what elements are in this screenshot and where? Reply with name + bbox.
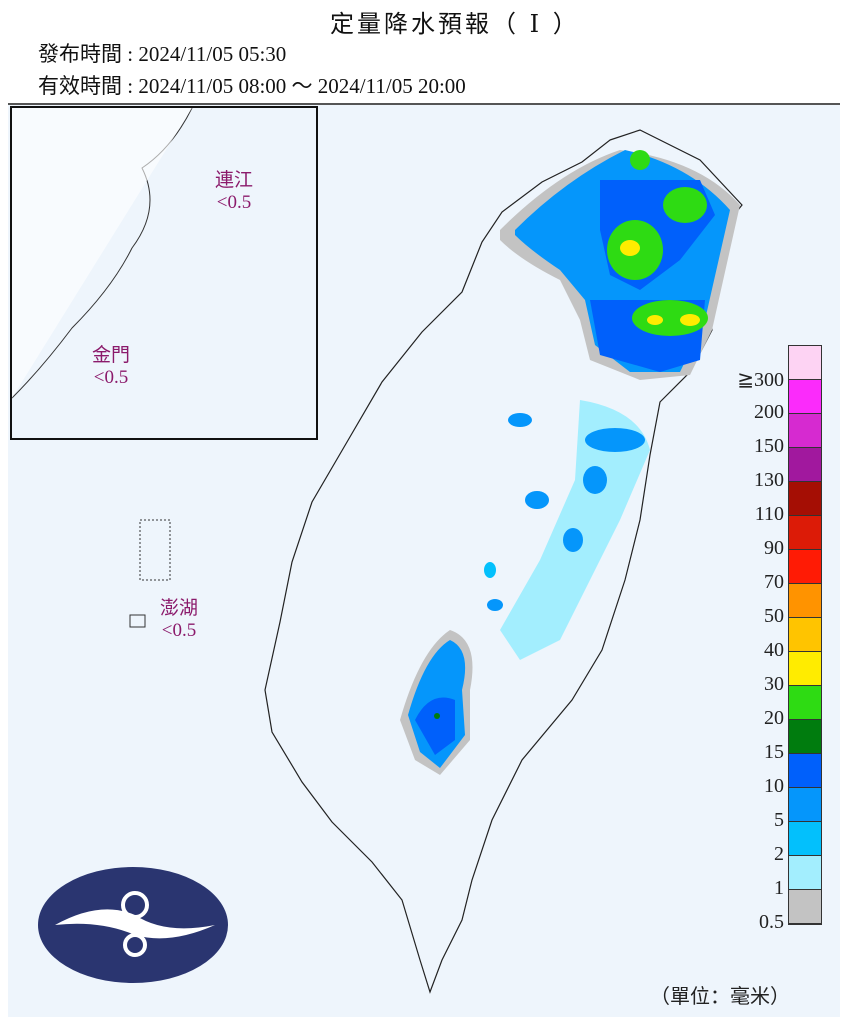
legend-swatch — [789, 380, 821, 414]
legend-swatch — [789, 720, 821, 754]
valid-time: 有效時間 : 2024/11/05 08:00 ～ 2024/11/05 20:… — [38, 74, 466, 98]
legend-swatch — [789, 550, 821, 584]
legend-label: 10 — [764, 775, 784, 797]
legend-label: 110 — [754, 503, 784, 525]
legend-swatch — [789, 788, 821, 822]
rainfall-areas — [400, 150, 740, 775]
legend-label: 15 — [764, 741, 784, 763]
legend-swatch — [789, 618, 821, 652]
legend-swatch — [789, 346, 821, 380]
legend-label: 20 — [764, 707, 784, 729]
legend-label: 130 — [754, 469, 784, 491]
legend-swatch — [789, 652, 821, 686]
unit-label: （單位：毫米） — [650, 984, 790, 1008]
legend-swatch — [789, 584, 821, 618]
penghu-islands — [129, 519, 171, 628]
map-title: 定量降水預報（ I ） — [330, 10, 580, 38]
legend-swatch — [789, 516, 821, 550]
legend-swatch — [789, 414, 821, 448]
region-label-penghu: 澎湖 <0.5 — [160, 598, 199, 641]
legend-label: 40 — [764, 639, 784, 661]
issue-time: 發布時間 : 2024/11/05 05:30 — [38, 42, 287, 66]
legend-swatch — [789, 482, 821, 516]
legend-label: 50 — [764, 605, 784, 627]
legend-label: 0.5 — [759, 911, 784, 933]
legend-label: 1 — [774, 877, 784, 899]
legend-swatch — [789, 448, 821, 482]
cwa-logo — [38, 867, 228, 983]
china-coast-outline — [11, 107, 193, 399]
legend-swatch — [789, 822, 821, 856]
region-label-kinmen: 金門 <0.5 — [92, 345, 131, 388]
legend-swatch — [789, 754, 821, 788]
legend-swatch — [789, 856, 821, 890]
legend-label: ≧300 — [737, 369, 784, 391]
legend-swatch — [789, 890, 821, 924]
region-label-lienchiang: 連江 <0.5 — [215, 170, 254, 213]
legend-label: 2 — [774, 843, 784, 865]
legend-label: 90 — [764, 537, 784, 559]
rainfall-legend — [788, 345, 822, 925]
legend-label: 150 — [754, 435, 784, 457]
legend-swatch — [789, 686, 821, 720]
legend-label: 70 — [764, 571, 784, 593]
offshore-islands-inset — [10, 106, 318, 440]
legend-label: 5 — [774, 809, 784, 831]
legend-label: 200 — [754, 401, 784, 423]
legend-label: 30 — [764, 673, 784, 695]
